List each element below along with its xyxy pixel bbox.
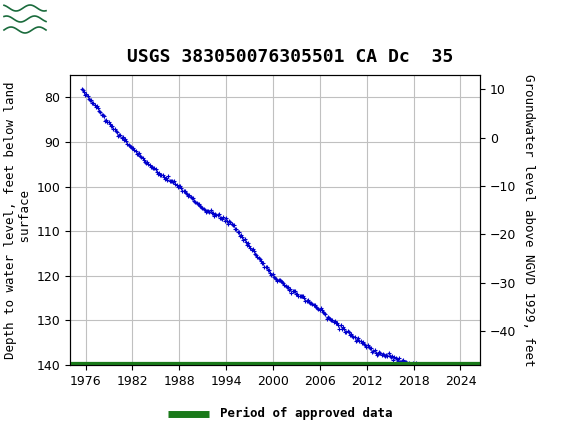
Y-axis label: Groundwater level above NGVD 1929, feet: Groundwater level above NGVD 1929, feet bbox=[521, 74, 535, 366]
Y-axis label: Depth to water level, feet below land
 surface: Depth to water level, feet below land su… bbox=[4, 81, 32, 359]
Text: USGS: USGS bbox=[52, 10, 107, 28]
Text: USGS 383050076305501 CA Dc  35: USGS 383050076305501 CA Dc 35 bbox=[127, 48, 453, 66]
Bar bbox=[2, 2, 48, 36]
Text: Period of approved data: Period of approved data bbox=[220, 407, 393, 420]
